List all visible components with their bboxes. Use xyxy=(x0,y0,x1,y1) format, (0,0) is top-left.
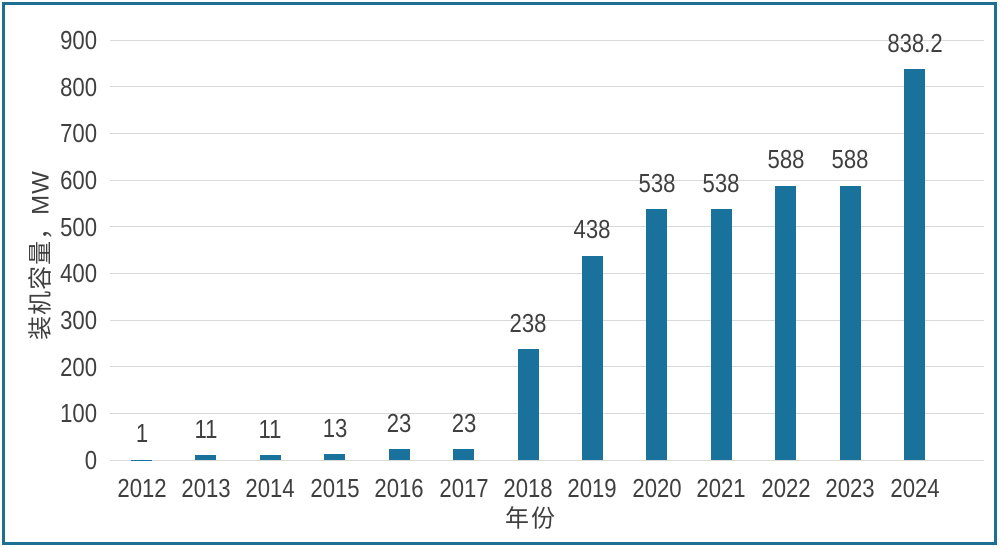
gridline xyxy=(110,179,984,181)
bar xyxy=(453,449,475,460)
data-label: 588 xyxy=(767,144,805,175)
x-tick-label: 2022 xyxy=(761,473,811,503)
bar xyxy=(646,208,668,460)
y-tick-label: 900 xyxy=(60,25,97,55)
data-label: 438 xyxy=(573,214,611,245)
bar xyxy=(259,454,281,460)
y-tick-label: 500 xyxy=(60,211,97,242)
y-tick-label: 200 xyxy=(60,351,97,382)
bar xyxy=(388,449,410,460)
bar xyxy=(324,453,346,460)
data-label: 23 xyxy=(451,407,476,438)
gridline xyxy=(110,226,984,228)
y-axis-title: 装机容量，MW xyxy=(27,170,55,340)
y-tick-label: 300 xyxy=(60,305,97,335)
plot-area: 1 11 11 13 23 23 238 438 538 538 588 588 838.2 xyxy=(110,29,984,461)
y-tick-label: 0 xyxy=(84,445,97,475)
data-label: 1 xyxy=(135,418,148,449)
x-tick-label: 2023 xyxy=(825,473,875,503)
x-tick-label: 2012 xyxy=(116,473,167,503)
bar xyxy=(710,208,732,460)
data-label: 23 xyxy=(386,407,412,438)
x-tick-label: 2024 xyxy=(889,473,940,503)
data-label: 538 xyxy=(638,167,676,198)
x-tick-label: 2015 xyxy=(310,473,360,503)
bar xyxy=(581,255,603,460)
gridline xyxy=(110,272,984,274)
x-tick-label: 2013 xyxy=(181,473,231,503)
x-axis-title: 年份 xyxy=(505,505,557,533)
bar xyxy=(904,68,926,460)
data-label: 238 xyxy=(509,307,547,338)
data-label: 13 xyxy=(322,412,348,443)
x-tick-label: 2020 xyxy=(632,473,682,503)
bar xyxy=(839,185,861,460)
y-tick-label: 800 xyxy=(60,71,97,102)
bar xyxy=(775,185,797,460)
gridline xyxy=(110,319,984,321)
gridline xyxy=(110,132,984,134)
gridline xyxy=(110,412,984,414)
x-tick-label: 2019 xyxy=(567,473,618,503)
x-tick-label: 2021 xyxy=(696,473,746,503)
x-tick-label: 2017 xyxy=(439,473,489,503)
gridline xyxy=(110,366,984,368)
x-tick-label: 2014 xyxy=(245,473,295,503)
data-label: 538 xyxy=(702,167,740,198)
gridline xyxy=(110,39,984,41)
x-tick-label: 2018 xyxy=(503,473,553,503)
y-tick-label: 700 xyxy=(60,118,97,149)
y-tick-label: 400 xyxy=(60,258,97,289)
data-label: 838.2 xyxy=(886,27,943,58)
bar xyxy=(517,348,539,460)
data-label: 11 xyxy=(258,413,282,444)
y-tick-label: 600 xyxy=(60,165,97,195)
gridline xyxy=(110,86,984,88)
y-tick-label: 100 xyxy=(60,398,97,429)
bar xyxy=(195,454,217,460)
data-label: 11 xyxy=(194,413,218,444)
x-axis-line xyxy=(110,459,984,461)
data-label: 588 xyxy=(831,144,869,175)
x-tick-label: 2016 xyxy=(374,473,424,503)
